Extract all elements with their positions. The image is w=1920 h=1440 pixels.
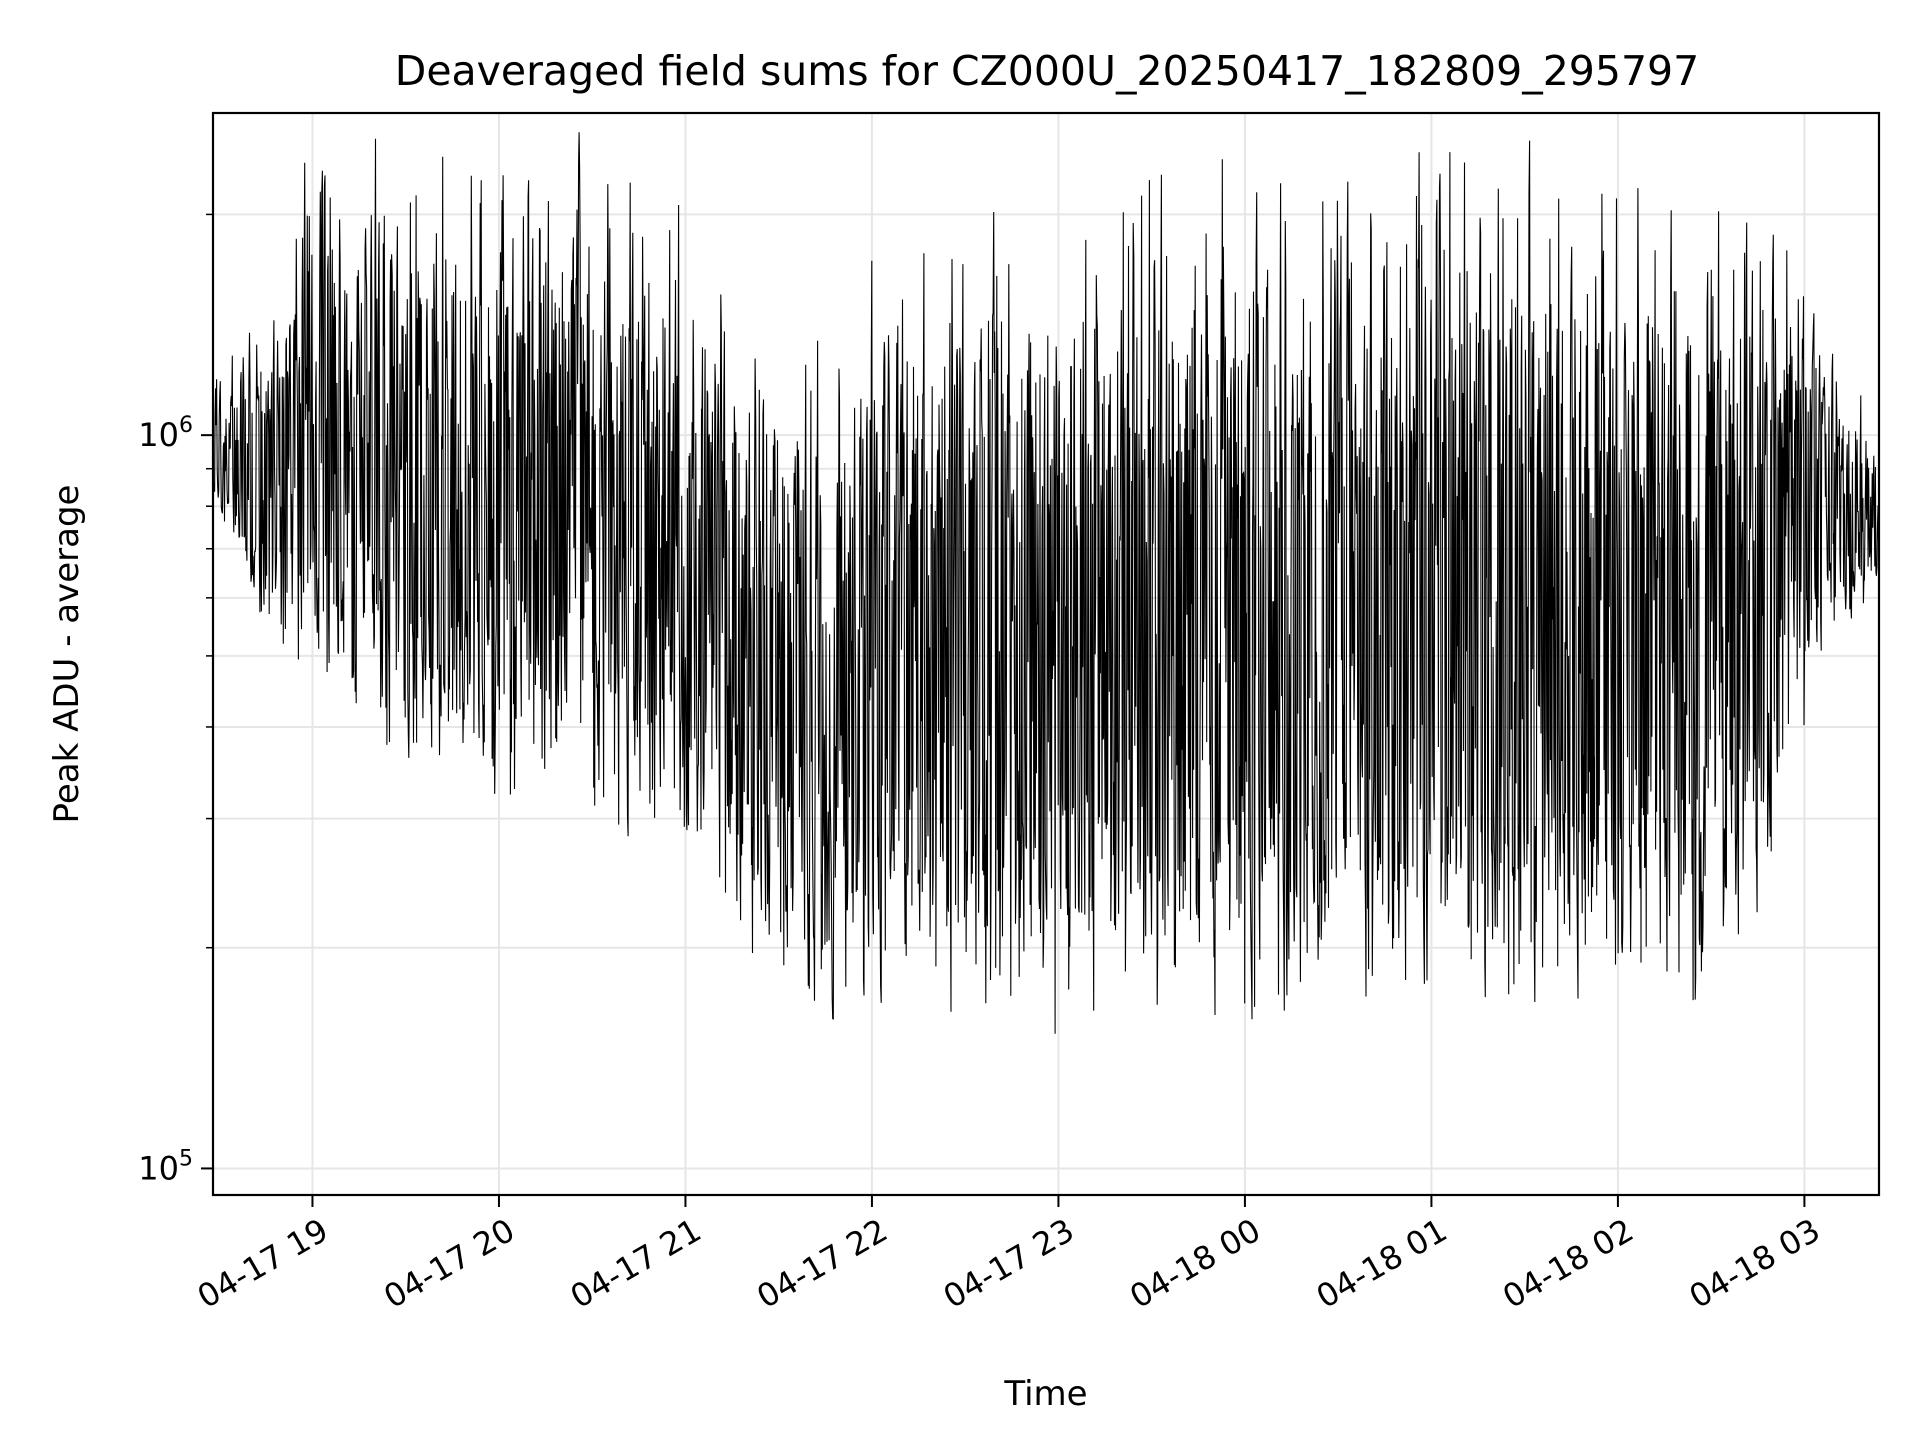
- series-peak-adu: [212, 132, 1880, 1034]
- y-axis: 105 106: [138, 213, 213, 1187]
- x-axis-label: Time: [1003, 1374, 1087, 1414]
- chart-title: Deaveraged field sums for CZ000U_2025041…: [395, 47, 1699, 95]
- series-line: [212, 132, 1880, 1034]
- y-tick-label: 105: [138, 1146, 193, 1187]
- plot-frame: [211, 111, 1881, 1197]
- y-tick-label: 106: [138, 413, 193, 454]
- y-axis-label: Peak ADU - average: [47, 485, 87, 824]
